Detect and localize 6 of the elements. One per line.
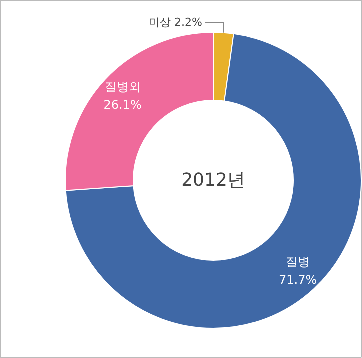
data-label: 71.7% (279, 273, 318, 288)
slice-label: 질병 (286, 255, 310, 270)
slice-label: 미상 2.2% (149, 16, 203, 29)
data-label: 26.1% (104, 98, 142, 112)
slice-label: 질병외 (104, 80, 141, 94)
text: 2012년 (182, 170, 246, 191)
